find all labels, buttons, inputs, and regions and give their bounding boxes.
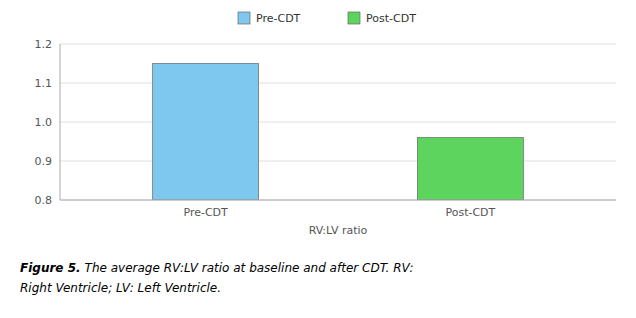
y-tick-label: 1.1 — [35, 77, 53, 90]
legend-label: Post-CDT — [366, 12, 416, 25]
bar — [417, 138, 523, 200]
caption-line: Right Ventricle; LV: Left Ventricle. — [20, 281, 221, 295]
caption-text: The average RV:LV ratio at baseline and … — [85, 261, 414, 275]
legend-label: Pre-CDT — [256, 12, 301, 25]
grid-line — [60, 44, 616, 45]
grid-line — [60, 200, 616, 201]
y-tick-label: 0.9 — [35, 155, 53, 168]
y-axis: 0.8 0.9 1.0 1.1 1.2 — [35, 38, 617, 207]
legend-swatch — [348, 12, 360, 24]
grid-line — [60, 122, 616, 123]
caption-bold: Figure 5. — [20, 261, 81, 275]
grid-line — [60, 83, 616, 84]
legend-swatch — [238, 12, 250, 24]
x-tick-label: Post-CDT — [445, 206, 495, 219]
bars — [153, 64, 524, 201]
bar — [153, 64, 259, 201]
chart: 0.8 0.9 1.0 1.1 1.2 Pre-CDT Post-CDT RV:LV rati… — [0, 0, 636, 318]
x-axis-label: RV:LV ratio — [309, 224, 368, 237]
x-axis: Pre-CDT Post-CDT — [183, 206, 495, 219]
y-axis-line — [60, 44, 61, 200]
y-tick-label: 1.2 — [35, 38, 53, 51]
grid-line — [60, 161, 616, 162]
x-axis-line — [60, 200, 616, 201]
legend: Pre-CDT Post-CDT — [238, 12, 416, 25]
y-tick-label: 0.8 — [35, 194, 53, 207]
x-tick-label: Pre-CDT — [183, 206, 228, 219]
caption-line: Figure 5. The average RV:LV ratio at base… — [20, 261, 413, 275]
y-tick-label: 1.0 — [35, 116, 53, 129]
